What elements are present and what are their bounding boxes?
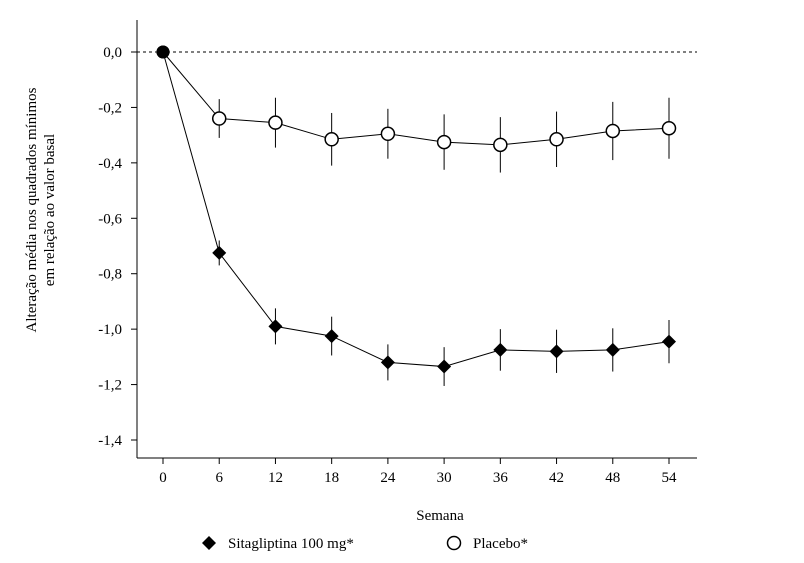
data-point-circle bbox=[380, 126, 396, 142]
data-point-circle bbox=[324, 132, 339, 147]
data-point-circle bbox=[211, 111, 227, 126]
data-point-circle bbox=[661, 120, 677, 136]
data-point-diamond bbox=[380, 355, 395, 370]
data-point-diamond bbox=[662, 334, 676, 349]
legend-label-sitagliptina: Sitagliptina 100 mg* bbox=[228, 536, 354, 552]
y-tick-label: -0,4 bbox=[98, 156, 122, 172]
data-point-diamond bbox=[437, 359, 452, 374]
y-tick-label: -1,0 bbox=[98, 322, 122, 338]
legend: Sitagliptina 100 mg* Placebo* bbox=[202, 535, 528, 552]
data-point-circle bbox=[436, 134, 452, 150]
x-tick-label: 30 bbox=[437, 470, 452, 486]
data-point-diamond bbox=[549, 344, 564, 359]
series-line bbox=[162, 51, 670, 146]
x-axis-label: Semana bbox=[416, 508, 464, 524]
y-tick-label: -0,6 bbox=[98, 211, 122, 227]
y-tick-label: -1,2 bbox=[98, 378, 122, 394]
x-tick-label: 24 bbox=[380, 470, 396, 486]
series-sitagliptina bbox=[156, 45, 676, 386]
data-point-diamond bbox=[324, 329, 339, 344]
legend-label-placebo: Placebo* bbox=[473, 536, 528, 552]
y-axis-label-line1: Alteração média nos quadrados mínimos bbox=[24, 87, 40, 332]
x-tick-label: 36 bbox=[493, 470, 509, 486]
x-tick-label: 48 bbox=[605, 470, 620, 486]
x-tick-label: 0 bbox=[159, 470, 167, 486]
y-tick-label: -0,2 bbox=[98, 100, 122, 116]
y-axis-label-line2: em relação ao valor basal bbox=[42, 134, 58, 286]
x-tick-label: 12 bbox=[268, 470, 283, 486]
y-tick-label: 0,0 bbox=[103, 45, 122, 61]
data-point-diamond bbox=[212, 245, 227, 260]
y-tick-label: -1,4 bbox=[98, 433, 122, 449]
x-tick-label: 6 bbox=[215, 470, 223, 486]
data-point-circle bbox=[549, 132, 564, 147]
data-point-diamond bbox=[493, 342, 508, 357]
series-line bbox=[162, 51, 670, 368]
x-tick-label: 42 bbox=[549, 470, 564, 486]
y-tick-label: -0,8 bbox=[98, 267, 122, 283]
data-point-circle bbox=[268, 115, 283, 130]
data-point-diamond bbox=[605, 342, 620, 357]
x-tick-label: 18 bbox=[324, 470, 339, 486]
x-tick-label: 54 bbox=[662, 470, 678, 486]
data-point-circle bbox=[605, 123, 621, 139]
legend-circle-marker bbox=[446, 535, 462, 551]
data-point-circle bbox=[493, 137, 508, 153]
legend-diamond-marker bbox=[202, 536, 216, 550]
data-point-diamond bbox=[268, 319, 283, 334]
data-point-baseline bbox=[156, 45, 170, 59]
series-placebo bbox=[156, 45, 677, 173]
